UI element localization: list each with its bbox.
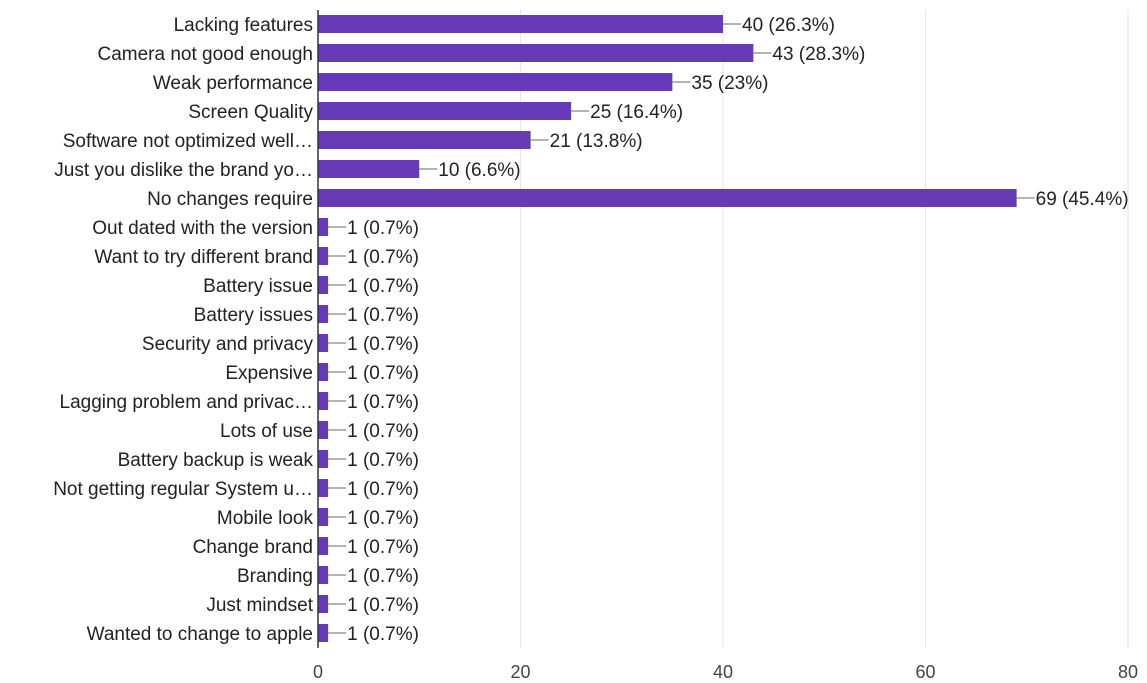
bar — [318, 421, 329, 439]
value-label: 1 (0.7%) — [347, 421, 419, 442]
category-label: Software not optimized well… — [63, 131, 313, 152]
category-label: Want to try different brand — [94, 247, 313, 268]
bar — [318, 160, 420, 178]
value-label: 1 (0.7%) — [347, 566, 419, 587]
bar — [318, 189, 1017, 207]
bar — [318, 595, 329, 613]
value-label: 43 (28.3%) — [772, 44, 865, 65]
value-label: 10 (6.6%) — [438, 160, 520, 181]
category-label: Camera not good enough — [98, 44, 314, 65]
x-tick-label: 60 — [915, 662, 935, 682]
category-label: Screen Quality — [188, 102, 313, 123]
bar — [318, 131, 531, 149]
category-label: No changes require — [147, 189, 313, 210]
value-label: 35 (23%) — [691, 73, 768, 94]
bar — [318, 479, 329, 497]
category-label: Weak performance — [153, 73, 313, 94]
bar — [318, 102, 572, 120]
bar — [318, 537, 329, 555]
bar — [318, 15, 723, 33]
category-label: Battery issue — [203, 276, 313, 297]
category-label: Lots of use — [220, 421, 313, 442]
value-label: 40 (26.3%) — [742, 15, 835, 36]
value-label: 1 (0.7%) — [347, 305, 419, 326]
value-label: 1 (0.7%) — [347, 218, 419, 239]
category-label: Mobile look — [217, 508, 314, 529]
value-label: 1 (0.7%) — [347, 508, 419, 529]
x-tick-label: 40 — [713, 662, 733, 682]
category-label: Wanted to change to apple — [87, 624, 313, 645]
bar — [318, 218, 329, 236]
category-label: Just mindset — [206, 595, 313, 616]
category-label: Lacking features — [174, 15, 313, 36]
value-label: 21 (13.8%) — [550, 131, 643, 152]
value-label: 1 (0.7%) — [347, 624, 419, 645]
bar — [318, 566, 329, 584]
x-tick-label: 80 — [1118, 662, 1138, 682]
category-label: Branding — [237, 566, 313, 587]
gridlines — [520, 10, 1129, 648]
bar — [318, 305, 329, 323]
value-label: 69 (45.4%) — [1036, 189, 1129, 210]
bar — [318, 392, 329, 410]
value-label: 1 (0.7%) — [347, 334, 419, 355]
category-label: Just you dislike the brand yo… — [54, 160, 313, 181]
category-label: Not getting regular System u… — [53, 479, 313, 500]
value-label: 1 (0.7%) — [347, 392, 419, 413]
labels: 0 20 40 60 80 40 (26.3%) Lacking features 43 (2… — [53, 15, 1138, 682]
value-label: 1 (0.7%) — [347, 247, 419, 268]
category-label: Battery issues — [194, 305, 313, 326]
value-label: 1 (0.7%) — [347, 363, 419, 384]
category-label: Expensive — [225, 363, 313, 384]
bar — [318, 276, 329, 294]
bar — [318, 363, 329, 381]
bar — [318, 508, 329, 526]
value-label: 1 (0.7%) — [347, 537, 419, 558]
category-label: Out dated with the version — [92, 218, 313, 239]
bar — [318, 73, 673, 91]
bar — [318, 44, 754, 62]
bars — [318, 15, 1035, 642]
category-label: Battery backup is weak — [118, 450, 314, 471]
x-tick-label: 0 — [313, 662, 323, 682]
category-label: Lagging problem and privac… — [60, 392, 314, 413]
category-label: Security and privacy — [142, 334, 314, 355]
value-label: 1 (0.7%) — [347, 450, 419, 471]
x-tick-label: 20 — [510, 662, 530, 682]
value-label: 1 (0.7%) — [347, 479, 419, 500]
value-label: 1 (0.7%) — [347, 595, 419, 616]
value-label: 1 (0.7%) — [347, 276, 419, 297]
bar — [318, 247, 329, 265]
bar — [318, 624, 329, 642]
bar — [318, 450, 329, 468]
category-label: Change brand — [193, 537, 313, 558]
bar — [318, 334, 329, 352]
value-label: 25 (16.4%) — [590, 102, 683, 123]
